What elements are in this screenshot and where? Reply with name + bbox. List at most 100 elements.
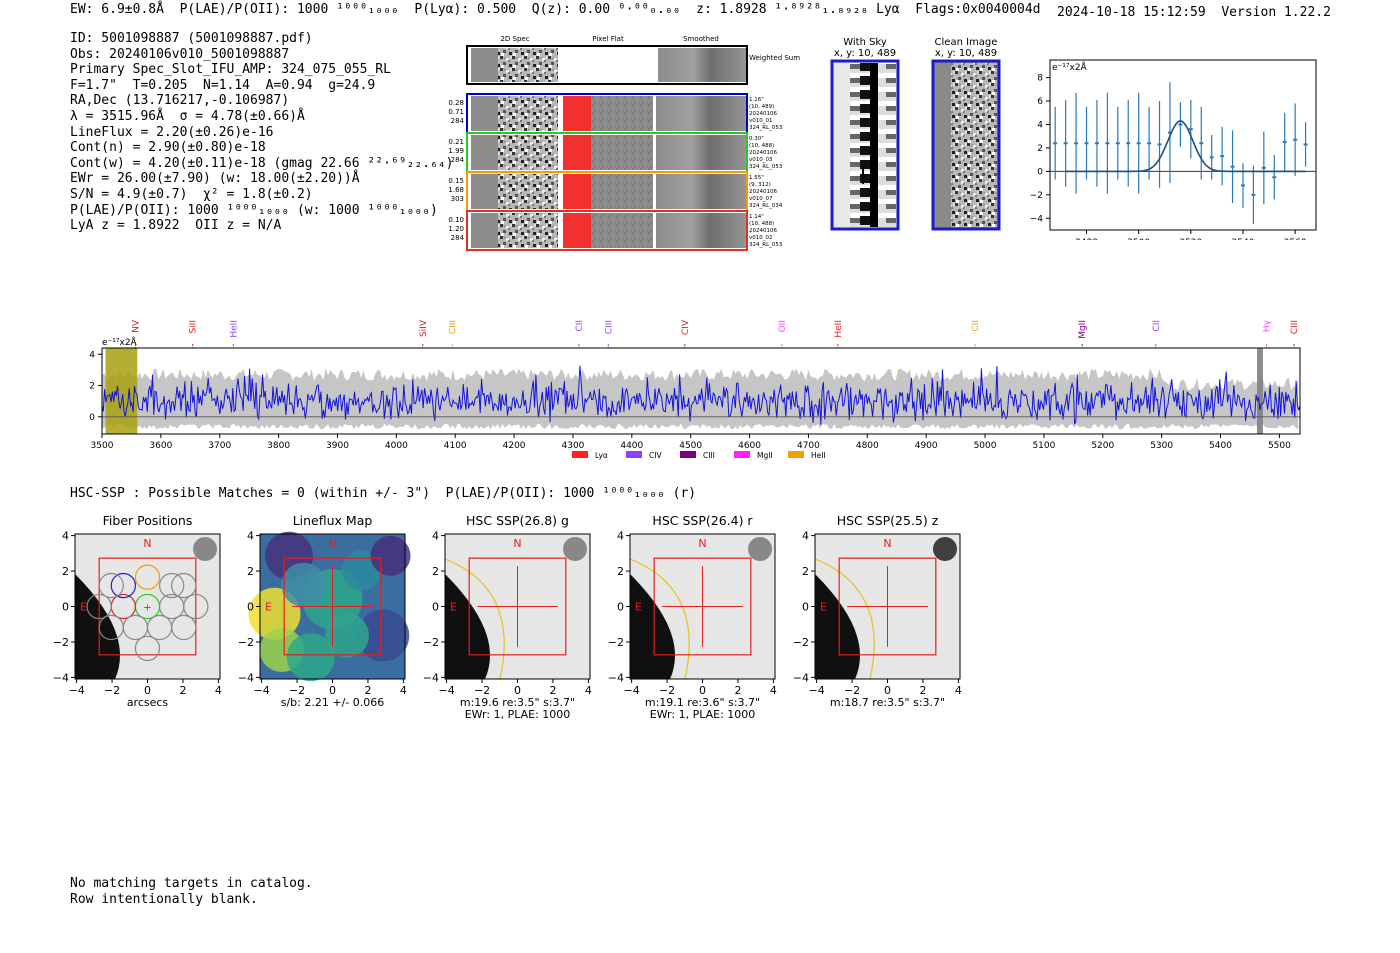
search-box [98, 557, 197, 656]
cutout-xtick-label: 4 [955, 684, 962, 697]
legend-label: HeII [811, 451, 826, 460]
with-sky-panel: With Sky x, y: 10, 489 [822, 37, 908, 235]
full-frame [101, 347, 1301, 435]
emission-line-label: CII [575, 320, 585, 332]
info-primary-spec: Primary Spec_Slot_IFU_AMP: 324_075_055_R… [70, 62, 391, 78]
neighbor-source [748, 537, 772, 561]
cutout-ytick-label: 4 [432, 530, 439, 543]
fiber-row-stat: 0.10 [448, 216, 464, 224]
fiber-row-info: 1.16" [749, 97, 764, 103]
cutout-ytick-label: 2 [247, 565, 254, 578]
fiber-sky-strip [471, 213, 498, 248]
galaxy-blob [630, 574, 675, 679]
fiber-2d-spec [498, 135, 558, 170]
cutout-xtick-label: 2 [364, 684, 371, 697]
fiber-row-stat: 1.20 [448, 225, 464, 233]
north-label: N [698, 537, 706, 550]
fiber-smoothed [656, 213, 746, 248]
fiber-pixel-flat [591, 213, 653, 248]
fiber-circle [183, 593, 209, 620]
fiber-row-stat: 303 [451, 195, 464, 203]
fiber-row-info: (10, 488) [749, 143, 774, 149]
info-sn-chi2: S/N = 4.9(±0.7) χ² = 1.8(±0.2) [70, 186, 313, 202]
cutout-xtick-label: 4 [585, 684, 592, 697]
fiber-pixel-flat-highlight [563, 135, 591, 170]
hsc-summary: HSC-SSP : Possible Matches = 0 (within +… [70, 486, 697, 501]
emission-line-marker: CIII [448, 320, 458, 348]
fiber-circle [134, 635, 161, 662]
zoom-ytick-label: −2 [1030, 191, 1043, 201]
cutout-caption: s/b: 2.21 +/- 0.066 [281, 696, 385, 709]
cutout-xtick-label: −2 [104, 684, 120, 697]
cutout-xtick-label: 0 [144, 684, 151, 697]
emission-line-marker: CIV [681, 319, 691, 348]
emission-line-marker: SiIV [419, 319, 429, 348]
cutout-ytick-label: −4 [423, 671, 439, 684]
cutout-caption-2: EWr: 1, PLAE: 1000 [650, 708, 756, 721]
emission-line-marker: NV [132, 319, 142, 348]
east-label: E [265, 601, 272, 614]
galaxy-blob [75, 574, 120, 679]
fiber-divider [653, 135, 656, 170]
fiber-row-info: 324_RL_053 [749, 125, 783, 131]
emission-line-label: OII [778, 320, 788, 332]
zoom-ytick-label: 4 [1037, 120, 1043, 130]
fiber-row-info: 20240106 [749, 189, 777, 195]
fiber-row-info: (9, 312) [749, 182, 771, 188]
full-xtick-label: 4000 [385, 441, 408, 451]
legend-entry: CIV [626, 451, 662, 460]
fiber-row-stat: 0.21 [448, 138, 464, 146]
fiber-row-info: v010_07 [749, 196, 773, 202]
full-ytick-label: 4 [89, 350, 95, 360]
fiber-row-info: (10, 489) [749, 104, 774, 110]
search-box [653, 557, 752, 656]
fiber-pixel-flat-highlight [563, 213, 591, 248]
full-unit-label: e⁻¹⁷x2Å [102, 336, 138, 348]
legend-swatch [626, 451, 642, 458]
cutout-ytick-label: −4 [793, 671, 809, 684]
footer-no-match: No matching targets in catalog. [70, 876, 313, 891]
fiber-row-info: 20240106 [749, 228, 777, 234]
east-label: E [820, 601, 827, 614]
clean-image-panel: Clean Image x, y: 10, 489 [922, 37, 1010, 235]
fiber-row-info: (10, 488) [749, 221, 774, 227]
fiber-spectra-svg: 2D Spec Pixel Flat Smoothed Weighted Sum… [448, 35, 800, 251]
cutout-ytick-label: −2 [608, 636, 624, 649]
fiber-smoothed [656, 135, 746, 170]
fiber-circle [158, 572, 185, 599]
cutout-ytick-label: 4 [617, 530, 624, 543]
neighbor-source [933, 537, 957, 561]
full-xtick-label: 4300 [562, 441, 585, 451]
lineflux-blob [281, 562, 326, 607]
info-plae: P(LAE)/P(OII): 1000 ¹⁰⁰⁰₁₀₀₀ (w: 1000 ¹⁰… [70, 202, 438, 218]
zoom-xtick-label: 3520 [1179, 238, 1202, 240]
fiber-smoothed [656, 174, 746, 209]
full-xtick-label: 4500 [679, 441, 702, 451]
weighted-sum-label: Weighted Sum [749, 54, 800, 62]
fiber-row-info: 20240106 [749, 150, 777, 156]
cutout-xtick-label: 2 [179, 684, 186, 697]
lineflux-blob [325, 613, 369, 658]
legend-entry: HeII [788, 451, 826, 460]
emission-line-marker: MgII [1078, 320, 1088, 348]
north-label: N [883, 537, 891, 550]
fiber-row-stat: 0.28 [448, 99, 464, 107]
fiber-divider [653, 96, 656, 131]
info-lineflux: LineFlux = 2.20(±0.26)e-16 [70, 124, 274, 140]
emission-line-label: NV [132, 319, 142, 333]
emission-line-label: HeII [229, 320, 239, 338]
cutout-xtick-label: −4 [254, 684, 270, 697]
fiber-row-info: 324_RL_034 [749, 203, 783, 209]
zoom-ytick-label: 2 [1037, 144, 1043, 154]
cutout-xtick-label: 4 [215, 684, 222, 697]
emission-line-label: HeII [834, 320, 844, 338]
info-wavelength: λ = 3515.96Å σ = 4.78(±0.66)Å [70, 108, 305, 124]
cutout-ytick-label: 0 [432, 601, 439, 614]
fiber-row-stat: 0.71 [448, 108, 464, 116]
emission-line-marker: Hγ [1262, 319, 1272, 348]
cutout-ytick-label: 4 [802, 530, 809, 543]
zoom-gaussian-fit [1065, 120, 1306, 173]
zoom-ytick-label: −4 [1030, 214, 1044, 224]
cutout-xtick-label: −2 [844, 684, 860, 697]
cutout-ytick-label: 4 [247, 530, 254, 543]
